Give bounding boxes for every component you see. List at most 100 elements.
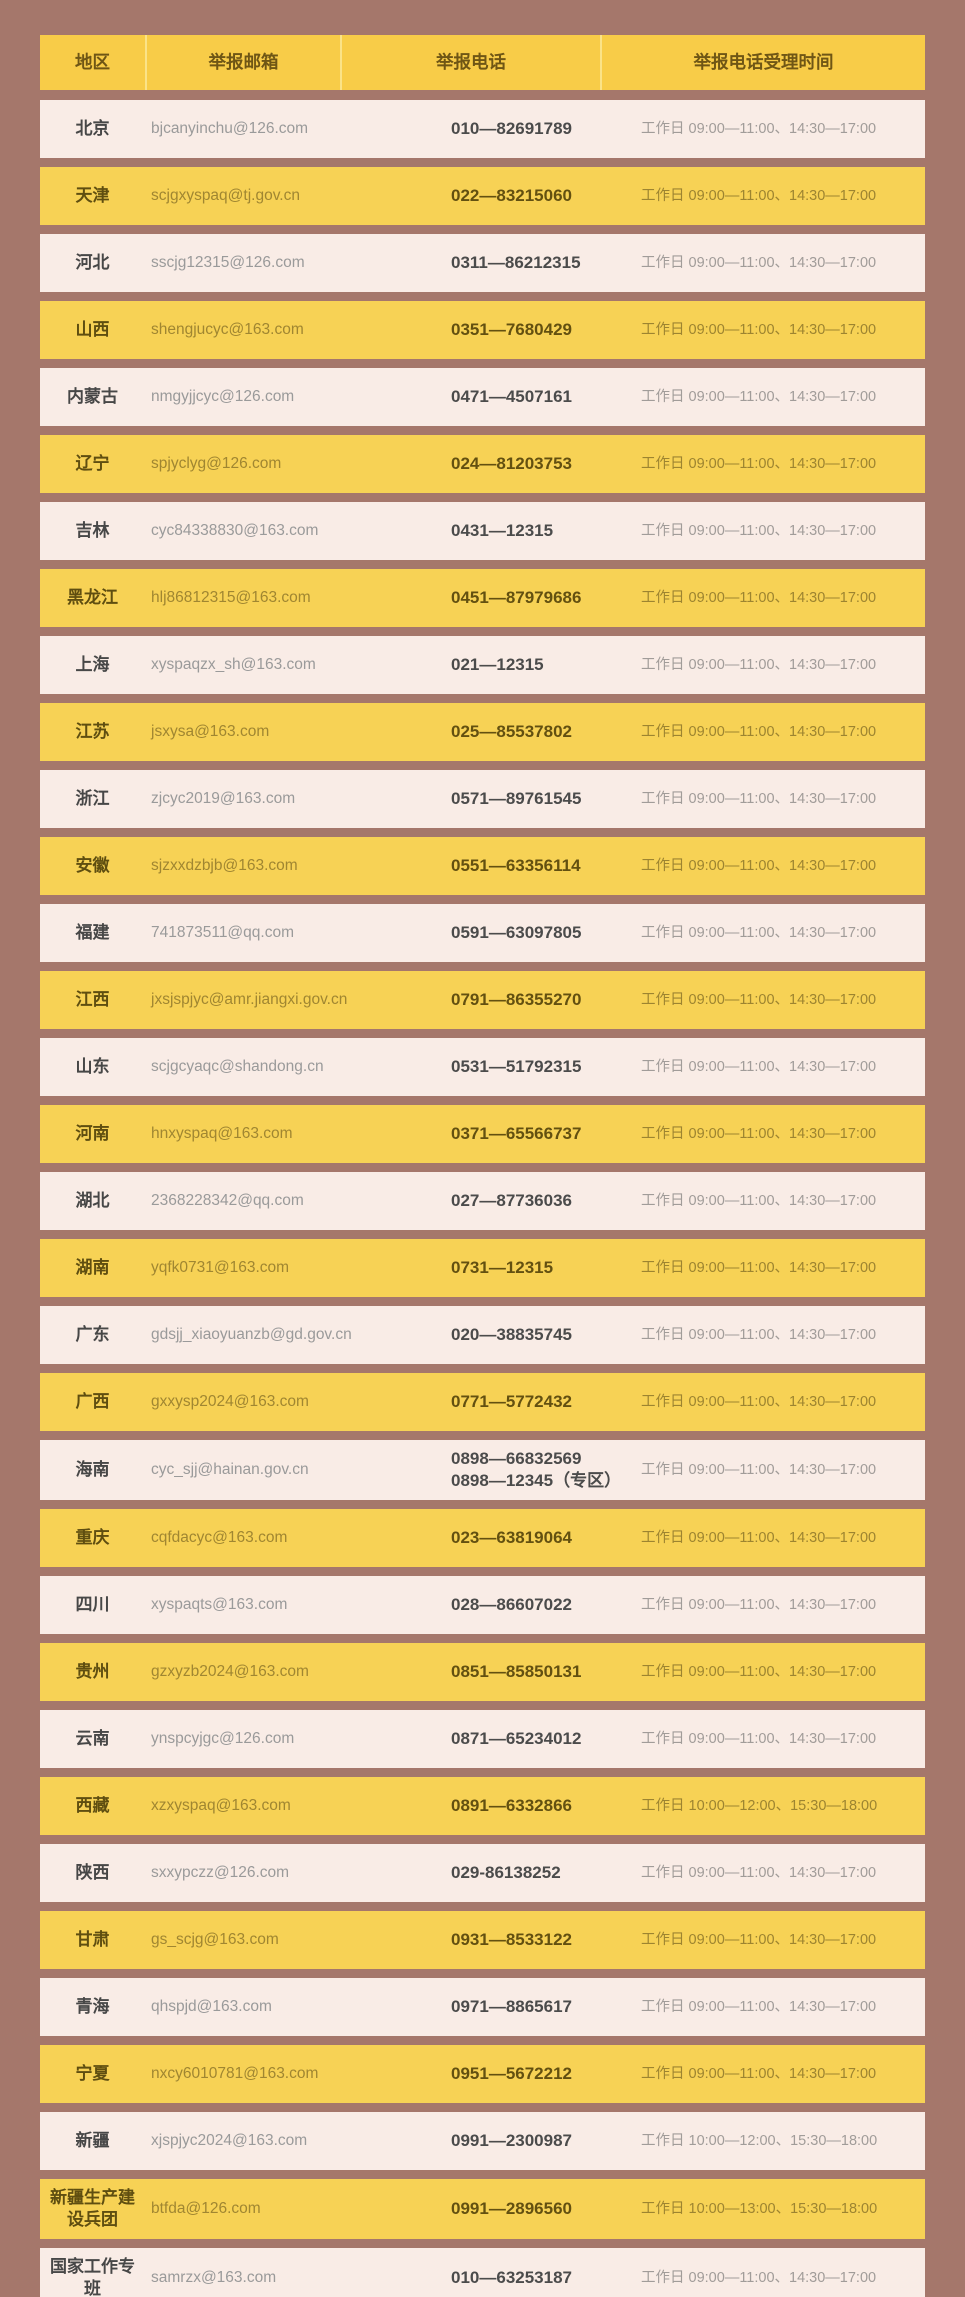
region-cell: 河北 (75, 252, 110, 272)
region-cell: 江苏 (75, 721, 110, 741)
email-cell: 741873511@qq.com (151, 923, 294, 941)
time-cell: 工作日 09:00—11:00、14:30—17:00 (641, 1596, 877, 1613)
email-cell: sxxypczz@126.com (151, 1864, 290, 1882)
email-cell: cqfdacyc@163.com (151, 1529, 288, 1547)
phone-cell: 0531—51792315 (451, 1056, 582, 1076)
time-cell: 工作日 09:00—11:00、14:30—17:00 (641, 589, 877, 606)
time-cell: 工作日 09:00—11:00、14:30—17:00 (641, 1461, 877, 1478)
table-row: 内蒙古 nmgyjjcyc@126.com 0471—4507161 工作日 0… (40, 368, 925, 426)
time-cell: 工作日 09:00—11:00、14:30—17:00 (641, 187, 877, 204)
phone-cell: 010—63253187 (451, 2268, 573, 2288)
email-cell: zjcyc2019@163.com (151, 789, 296, 807)
region-cell: 湖北 (75, 1190, 110, 1210)
region-cell: 广西 (75, 1391, 110, 1411)
email-cell: hnxyspaq@163.com (151, 1124, 293, 1142)
time-cell: 工作日 10:00—12:00、15:30—18:00 (641, 1797, 878, 1814)
phone-cell: 0991—2896560 (451, 2199, 573, 2219)
email-cell: hlj86812315@163.com (151, 588, 311, 606)
phone-cell: 0991—2300987 (451, 2131, 573, 2151)
table-row: 宁夏 nxcy6010781@163.com 0951—5672212 工作日 … (40, 2045, 925, 2104)
phone-cell: 0451—87979686 (451, 587, 582, 607)
table-row: 国家工作专班 samrzx@163.com 010—63253187 工作日 0… (40, 2248, 925, 2297)
time-cell: 工作日 09:00—11:00、14:30—17:00 (641, 388, 877, 405)
table-row: 天津 scjgxyspaq@tj.gov.cn 022—83215060 工作日… (40, 167, 925, 225)
region-cell: 辽宁 (75, 453, 110, 473)
phone-cell: 0931—8533122 (451, 1930, 573, 1950)
region-cell: 国家工作专班 (50, 2257, 135, 2297)
table-row: 河北 sscjg12315@126.com 0311—86212315 工作日 … (40, 234, 925, 292)
phone-cell: 0871—65234012 (451, 1729, 582, 1749)
time-cell: 工作日 09:00—11:00、14:30—17:00 (641, 1663, 877, 1680)
phone-cell: 028—86607022 (451, 1595, 573, 1615)
region-cell: 青海 (75, 1997, 110, 2017)
region-cell: 河南 (75, 1123, 110, 1143)
phone-cell: 0351—7680429 (451, 319, 573, 339)
table-row: 云南 ynspcyjgc@126.com 0871—65234012 工作日 0… (40, 1710, 925, 1769)
time-cell: 工作日 09:00—11:00、14:30—17:00 (641, 2065, 877, 2082)
region-cell: 北京 (75, 118, 110, 138)
time-cell: 工作日 09:00—11:00、14:30—17:00 (641, 2270, 877, 2287)
phone-cell: 0571—89761545 (451, 788, 582, 808)
region-cell: 新疆生产建设兵团 (50, 2188, 135, 2230)
email-cell: scjgxyspaq@tj.gov.cn (151, 186, 300, 204)
email-cell: gzxyzb2024@163.com (151, 1663, 309, 1681)
time-cell: 工作日 09:00—11:00、14:30—17:00 (641, 857, 877, 874)
time-cell: 工作日 09:00—11:00、14:30—17:00 (641, 1998, 877, 2015)
table-row: 湖北 2368228342@qq.com 027—87736036 工作日 09… (40, 1172, 925, 1230)
region-cell: 黑龙江 (67, 587, 118, 607)
table-row: 新疆 xjspjyc2024@163.com 0991—2300987 工作日 … (40, 2112, 925, 2171)
phone-cell: 0771—5772432 (451, 1391, 573, 1411)
phone-cell: 0791—86355270 (451, 989, 582, 1009)
email-cell: spjyclyg@126.com (151, 454, 282, 472)
time-cell: 工作日 09:00—11:00、14:30—17:00 (641, 1192, 877, 1209)
phone-cell: 0311—86212315 (451, 252, 581, 272)
table-row: 河南 hnxyspaq@163.com 0371—65566737 工作日 09… (40, 1105, 925, 1163)
table-body: 北京 bjcanyinchu@126.com 010—82691789 工作日 … (40, 100, 925, 2297)
region-cell: 新疆 (75, 2131, 110, 2151)
email-cell: sscjg12315@126.com (151, 253, 305, 271)
email-cell: bjcanyinchu@126.com (151, 119, 309, 137)
phone-cell: 0891—6332866 (451, 1796, 573, 1816)
table-row: 江苏 jsxysa@163.com 025—85537802 工作日 09:00… (40, 703, 925, 761)
time-cell: 工作日 09:00—11:00、14:30—17:00 (641, 924, 877, 941)
region-cell: 重庆 (75, 1528, 110, 1548)
table-row: 江西 jxsjspjyc@amr.jiangxi.gov.cn 0791—863… (40, 971, 925, 1029)
region-cell: 天津 (75, 185, 110, 205)
phone-cell: 020—38835745 (451, 1324, 573, 1344)
header-row: 地区 举报邮箱 举报电话 举报电话受理时间 (40, 35, 925, 90)
table-row: 新疆生产建设兵团 btfda@126.com 0991—2896560 工作日 … (40, 2179, 925, 2240)
phone-cell: 0431—12315 (451, 520, 554, 540)
email-cell: gxxysp2024@163.com (151, 1392, 309, 1410)
time-cell: 工作日 09:00—11:00、14:30—17:00 (641, 1730, 877, 1747)
region-cell: 广东 (75, 1324, 110, 1344)
time-cell: 工作日 09:00—11:00、14:30—17:00 (641, 522, 877, 539)
region-cell: 西藏 (75, 1796, 110, 1816)
region-cell: 吉林 (75, 520, 110, 540)
table-row: 辽宁 spjyclyg@126.com 024—81203753 工作日 09:… (40, 435, 925, 493)
region-cell: 上海 (75, 654, 110, 674)
region-cell: 浙江 (75, 788, 110, 808)
time-cell: 工作日 09:00—11:00、14:30—17:00 (641, 321, 877, 338)
time-cell: 工作日 09:00—11:00、14:30—17:00 (641, 1931, 877, 1948)
phone-cell: 0591—63097805 (451, 922, 582, 942)
table-row: 贵州 gzxyzb2024@163.com 0851—85850131 工作日 … (40, 1643, 925, 1702)
time-cell: 工作日 09:00—11:00、14:30—17:00 (641, 254, 877, 271)
table-row: 浙江 zjcyc2019@163.com 0571—89761545 工作日 0… (40, 770, 925, 828)
column-header-region: 地区 (75, 52, 110, 73)
table-row: 山东 scjgcyaqc@shandong.cn 0531—51792315 工… (40, 1038, 925, 1096)
time-cell: 工作日 09:00—11:00、14:30—17:00 (641, 1259, 877, 1276)
table-row: 青海 qhspjd@163.com 0971—8865617 工作日 09:00… (40, 1978, 925, 2037)
region-cell: 湖南 (75, 1257, 110, 1277)
region-cell: 福建 (75, 922, 110, 942)
email-cell: xyspaqts@163.com (151, 1596, 288, 1614)
table-row: 广东 gdsjj_xiaoyuanzb@gd.gov.cn 020—388357… (40, 1306, 925, 1364)
table-row: 福建 741873511@qq.com 0591—63097805 工作日 09… (40, 904, 925, 962)
table-row: 重庆 cqfdacyc@163.com 023—63819064 工作日 09:… (40, 1509, 925, 1568)
table-row: 黑龙江 hlj86812315@163.com 0451—87979686 工作… (40, 569, 925, 627)
table-row: 陕西 sxxypczz@126.com 029-86138252 工作日 09:… (40, 1844, 925, 1903)
time-cell: 工作日 09:00—11:00、14:30—17:00 (641, 120, 877, 137)
region-cell: 贵州 (75, 1662, 110, 1682)
region-cell: 陕西 (75, 1863, 110, 1883)
email-cell: jsxysa@163.com (151, 722, 270, 740)
table-row: 吉林 cyc84338830@163.com 0431—12315 工作日 09… (40, 502, 925, 560)
